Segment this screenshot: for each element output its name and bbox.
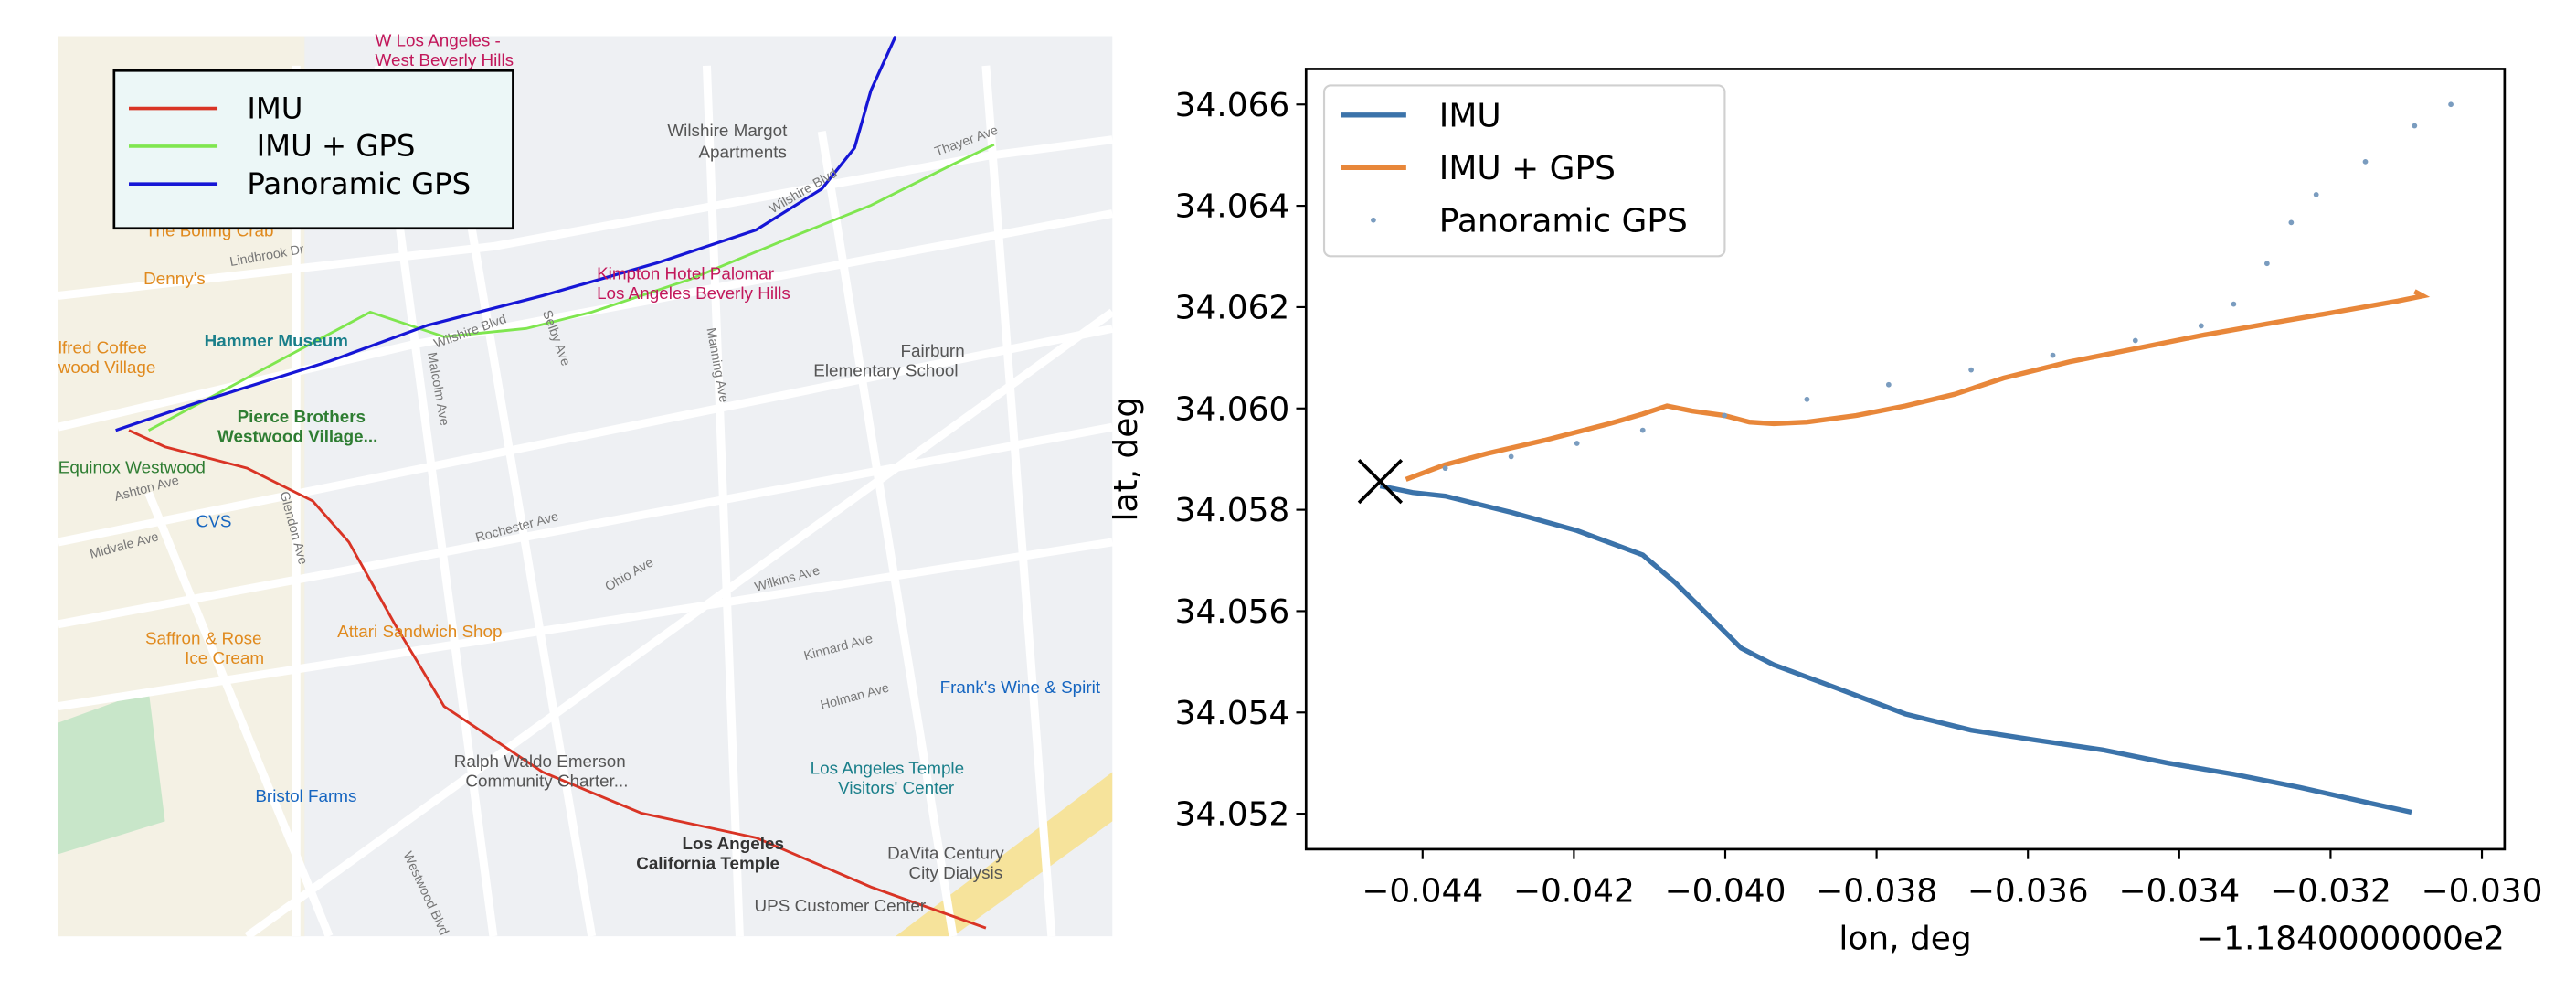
map-label: Visitors' Center <box>838 778 954 797</box>
map-label: Fairburn <box>900 341 964 360</box>
map-label: Kimpton Hotel Palomar <box>597 263 774 282</box>
scatter-point <box>2231 301 2237 307</box>
legend-label: Panoramic GPS <box>247 166 471 201</box>
map-label: Los Angeles Temple <box>811 758 964 777</box>
y-tick-label: 34.054 <box>1175 695 1290 732</box>
x-tick-label: −0.042 <box>1513 872 1635 910</box>
plot-frame <box>1304 68 2507 851</box>
route-imu-gps <box>147 143 995 432</box>
y-tick-label: 34.056 <box>1175 593 1290 631</box>
series-line <box>1405 289 2431 482</box>
y-tick-label: 34.066 <box>1175 87 1290 124</box>
x-tick-label: −0.036 <box>1967 872 2089 910</box>
legend-label: IMU <box>247 91 302 125</box>
scatter-point <box>2362 159 2369 165</box>
map-label: City Dialysis <box>908 863 1002 882</box>
legend-box <box>112 69 514 230</box>
x-tick-label: −0.030 <box>2422 872 2543 910</box>
y-tick-label: 34.062 <box>1175 290 1290 327</box>
roads <box>57 65 1115 940</box>
scatter-point <box>2313 192 2319 197</box>
scatter-point <box>2132 337 2138 344</box>
map-label: Westwood Village... <box>217 426 377 445</box>
scatter-point <box>1508 453 1514 460</box>
x-tick-label: −0.032 <box>2270 872 2391 910</box>
map-label: W Los Angeles - <box>376 30 501 49</box>
map-label: lfred Coffee <box>58 337 147 357</box>
y-tick-label: 34.052 <box>1175 796 1290 834</box>
map-label: Pierce Brothers <box>238 407 366 426</box>
map-label: DaVita Century <box>887 844 1004 863</box>
scatter-point <box>1885 381 1892 388</box>
y-tick-label: 34.060 <box>1175 390 1290 428</box>
legend-label: IMU + GPS <box>247 129 415 164</box>
scatter-point <box>1804 396 1810 402</box>
route-panoramic-gps <box>115 35 897 432</box>
map: W Los Angeles -West Beverly Hills Wilshir… <box>57 30 1115 940</box>
map-label: Hammer Museum <box>205 331 348 350</box>
map-label: Bristol Farms <box>255 786 356 805</box>
scatter-point <box>2198 323 2204 329</box>
map-label: CVS <box>196 512 232 531</box>
map-label: Ice Cream <box>185 648 264 667</box>
map-label: Ralph Waldo Emerson <box>454 752 626 771</box>
scatter-point <box>2288 219 2295 226</box>
map-label: Apartments <box>698 142 786 161</box>
scatter-point <box>1442 465 1448 472</box>
x-axis-label: lon, deg <box>1839 921 1971 958</box>
map-label: Frank's Wine & Spirit <box>940 677 1101 697</box>
park <box>58 689 165 855</box>
map-label: West Beverly Hills <box>376 50 514 69</box>
legend-label: Panoramic GPS <box>1439 202 1688 240</box>
map-label: wood Village <box>58 357 156 377</box>
map-label: California Temple <box>636 853 779 872</box>
x-tick-label: −0.038 <box>1816 872 1937 910</box>
x-offset-label: −1.1840000000e2 <box>2196 921 2505 958</box>
scatter-point <box>1722 412 1728 419</box>
x-tick-label: −0.034 <box>2118 872 2240 910</box>
map-label: UPS Customer Center <box>755 896 927 915</box>
legend-swatch <box>1371 217 1376 223</box>
series-line <box>1379 483 2412 815</box>
map-label: Attari Sandwich Shop <box>337 622 502 641</box>
map-label: Elementary School <box>813 360 958 379</box>
route-imu <box>128 429 987 930</box>
map-label: Equinox Westwood <box>58 457 206 476</box>
scatter-point <box>1968 367 1974 373</box>
legend-box <box>1322 84 1726 258</box>
y-tick-label: 34.058 <box>1175 492 1290 529</box>
map-label: Saffron & Rose <box>145 628 262 647</box>
y-axis-label: lat, deg <box>1108 397 1145 522</box>
y-tick-label: 34.064 <box>1175 188 1290 226</box>
scatter-point <box>1574 441 1580 446</box>
map-label: Los Angeles <box>683 834 784 853</box>
map-label: Denny's <box>143 269 206 288</box>
legend-label: IMU <box>1439 97 1501 134</box>
scatter-point <box>1639 427 1646 433</box>
scatter-point <box>2263 261 2270 267</box>
chart: 34.052 34.054 34.056 34.058 34.060 34.062 34.0… <box>1108 68 2543 958</box>
start-marker <box>1357 458 1404 505</box>
map-label: Wilshire Margot <box>667 121 788 140</box>
scatter-point <box>2050 352 2056 358</box>
map-label: Community Charter... <box>465 772 628 791</box>
scatter-point <box>2448 101 2454 108</box>
legend-label: IMU + GPS <box>1439 150 1616 187</box>
scatter-point <box>2412 123 2418 129</box>
x-tick-label: −0.040 <box>1665 872 1786 910</box>
map-label: Los Angeles Beverly Hills <box>597 283 790 303</box>
map-legend: IMU IMU + GPS Panoramic GPS <box>112 69 514 230</box>
x-tick-label: −0.044 <box>1362 872 1483 910</box>
